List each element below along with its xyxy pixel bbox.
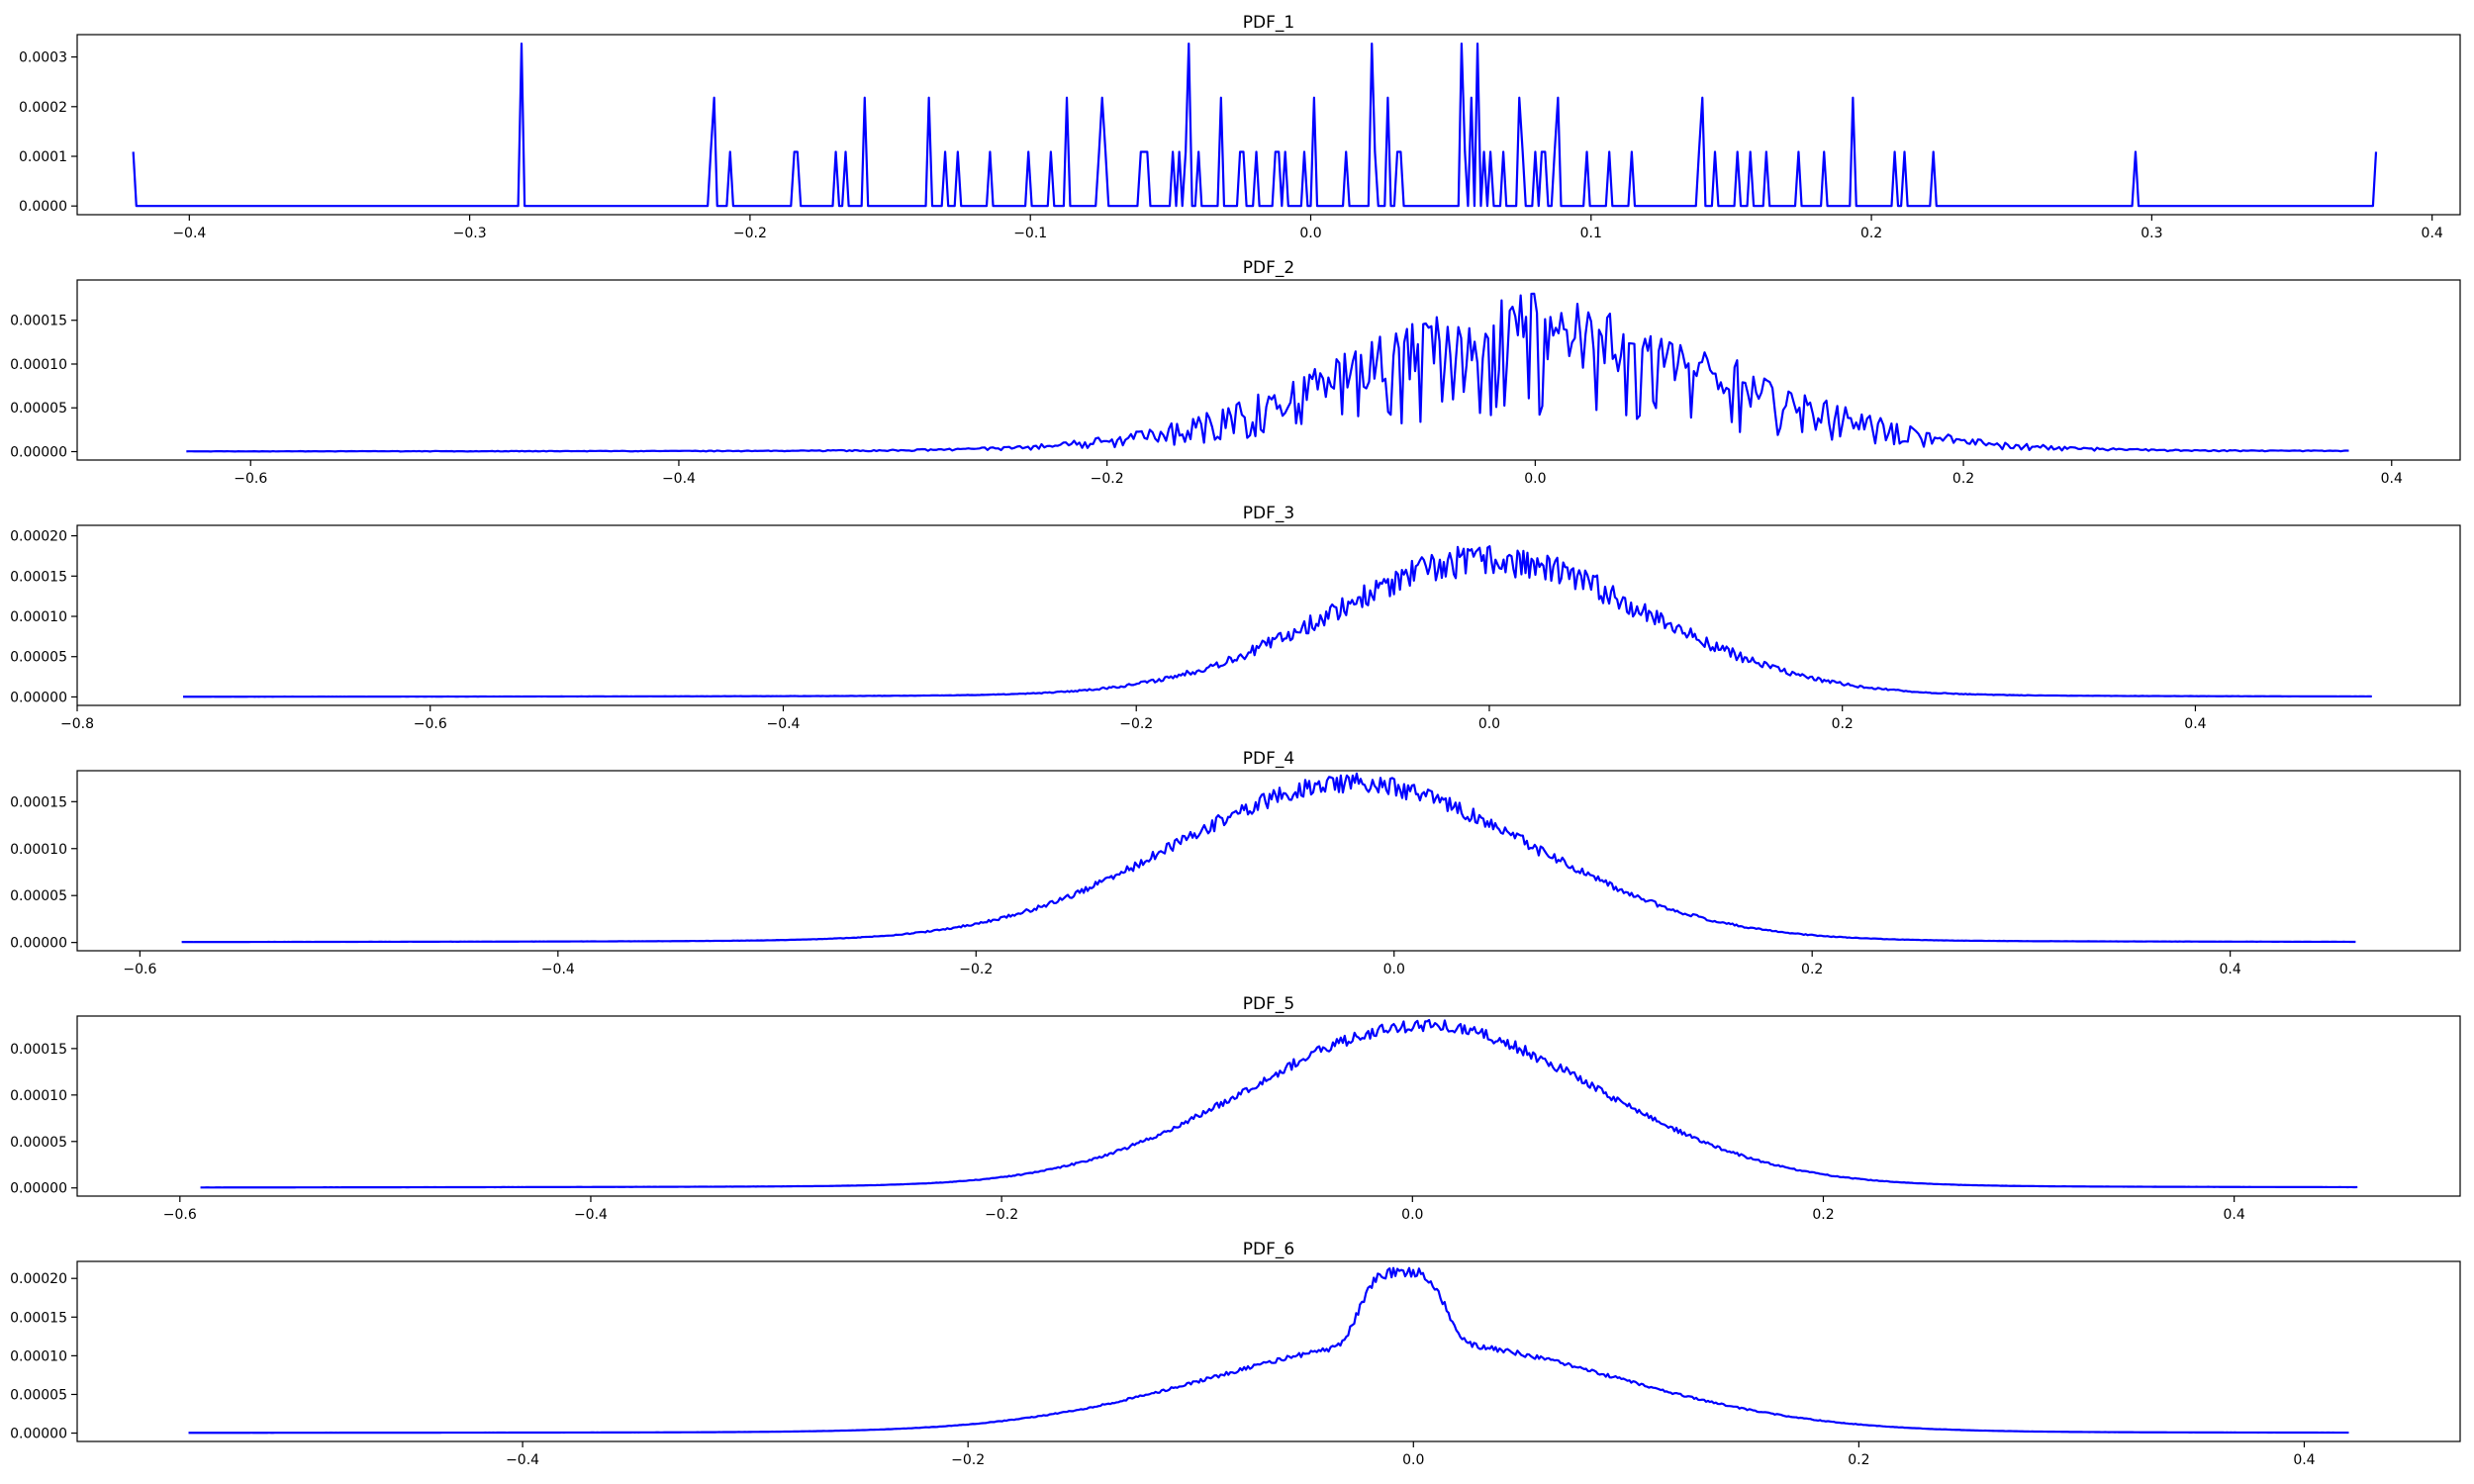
x-tick-label: −0.6 — [234, 471, 267, 487]
chart-title: PDF_1 — [1243, 13, 1294, 33]
x-tick-label: 0.1 — [1580, 226, 1602, 241]
subplot-6: PDF_6 −0.4 −0.2 0.0 0.2 0.4 0.00000 0.00005 0.00… — [10, 1240, 2461, 1468]
plot-frame — [76, 34, 2461, 216]
x-tick-label: −0.6 — [414, 716, 447, 732]
x-tick-label: −0.6 — [163, 1207, 197, 1223]
subplot-3: PDF_3 −0.8 −0.6 −0.4 −0.2 0.0 0.2 0.4 0.00000 0.0… — [10, 504, 2461, 732]
series-line — [132, 42, 2378, 208]
y-tick-label: 0.00010 — [10, 1088, 67, 1104]
chart-title: PDF_6 — [1243, 1240, 1294, 1259]
x-tick-label: −0.4 — [766, 716, 800, 732]
plot-frame — [76, 770, 2461, 952]
x-tick-label: 0.2 — [1952, 471, 1974, 487]
subplot-1: PDF_1 −0.4 −0.3 −0.2 −0.1 0.0 0.1 0.2 0.3 0.4 0.00… — [19, 13, 2461, 241]
x-tick-label: −0.2 — [951, 1452, 985, 1468]
y-tick-label: 0.00015 — [10, 569, 67, 585]
x-tick-label: 0.2 — [1832, 716, 1854, 732]
x-tick-label: −0.2 — [1091, 471, 1124, 487]
x-tick-label: 0.4 — [2184, 716, 2206, 732]
x-tick-label: 0.4 — [2422, 226, 2443, 241]
y-tick-label: 0.00020 — [10, 529, 67, 545]
y-tick-label: 0.0002 — [19, 100, 67, 116]
x-tick-label: 0.2 — [1848, 1452, 1869, 1468]
y-tick-label: 0.00000 — [10, 1181, 67, 1197]
x-tick-label: 0.0 — [1402, 1452, 1424, 1468]
x-tick-label: 0.2 — [1860, 226, 1882, 241]
x-tick-label: 0.4 — [2381, 471, 2403, 487]
series-line — [183, 545, 2372, 698]
y-tick-label: 0.00005 — [10, 650, 67, 666]
series-line — [186, 292, 2349, 453]
x-tick-label: −0.2 — [959, 962, 993, 977]
x-tick-label: 0.4 — [2293, 1452, 2315, 1468]
x-tick-label: 0.3 — [2141, 226, 2162, 241]
x-tick-label: 0.0 — [1401, 1207, 1423, 1223]
y-tick-label: 0.00010 — [10, 1348, 67, 1364]
x-tick-label: 0.4 — [2220, 962, 2241, 977]
subplot-5: PDF_5 −0.6 −0.4 −0.2 0.0 0.2 0.4 0.00000 0.00005… — [10, 994, 2461, 1223]
y-tick-label: 0.0000 — [19, 199, 67, 215]
x-tick-label: 0.4 — [2224, 1207, 2245, 1223]
x-tick-label: −0.4 — [172, 226, 206, 241]
y-tick-label: 0.0003 — [19, 50, 67, 66]
x-tick-label: −0.3 — [453, 226, 487, 241]
y-tick-label: 0.00000 — [10, 936, 67, 952]
y-tick-label: 0.00015 — [10, 314, 67, 329]
series-line — [200, 1018, 2358, 1189]
x-tick-label: −0.2 — [733, 226, 767, 241]
y-tick-label: 0.00000 — [10, 445, 67, 461]
y-tick-label: 0.00000 — [10, 1427, 67, 1442]
plot-frame — [76, 1260, 2461, 1442]
y-tick-label: 0.00005 — [10, 1387, 67, 1403]
x-tick-label: 0.2 — [1801, 962, 1823, 977]
x-tick-label: −0.8 — [60, 716, 94, 732]
y-tick-label: 0.00015 — [10, 1042, 67, 1058]
plot-frame — [76, 524, 2461, 706]
chart-title: PDF_3 — [1243, 504, 1294, 523]
x-tick-label: −0.4 — [541, 962, 575, 977]
y-tick-label: 0.00010 — [10, 357, 67, 373]
y-tick-label: 0.00010 — [10, 842, 67, 858]
plot-frame — [76, 1015, 2461, 1197]
x-tick-label: −0.4 — [662, 471, 696, 487]
y-tick-label: 0.00005 — [10, 1135, 67, 1151]
x-tick-label: 0.0 — [1299, 226, 1321, 241]
x-tick-label: −0.1 — [1013, 226, 1047, 241]
x-tick-label: −0.2 — [1119, 716, 1153, 732]
x-tick-label: 0.0 — [1524, 471, 1546, 487]
x-tick-label: −0.2 — [985, 1207, 1018, 1223]
y-tick-label: 0.0001 — [19, 149, 67, 165]
y-tick-label: 0.00015 — [10, 1310, 67, 1326]
x-tick-label: 0.0 — [1383, 962, 1405, 977]
series-line — [188, 1266, 2349, 1435]
x-tick-label: −0.4 — [506, 1452, 539, 1468]
chart-title: PDF_5 — [1243, 994, 1294, 1014]
x-tick-label: 0.2 — [1812, 1207, 1834, 1223]
y-tick-label: 0.00005 — [10, 888, 67, 904]
subplot-4: PDF_4 −0.6 −0.4 −0.2 0.0 0.2 0.4 0.00000 0.00005… — [10, 749, 2461, 977]
x-tick-label: 0.0 — [1478, 716, 1500, 732]
y-tick-label: 0.00015 — [10, 794, 67, 810]
y-tick-label: 0.00000 — [10, 690, 67, 705]
subplot-2: PDF_2 −0.6 −0.4 −0.2 0.0 0.2 0.4 0.00000 0.00005… — [10, 258, 2461, 487]
chart-title: PDF_2 — [1243, 258, 1294, 278]
plot-frame — [76, 279, 2461, 461]
y-tick-label: 0.00010 — [10, 609, 67, 625]
x-tick-label: −0.4 — [574, 1207, 608, 1223]
y-tick-label: 0.00020 — [10, 1271, 67, 1287]
y-tick-label: 0.00005 — [10, 401, 67, 417]
x-tick-label: −0.6 — [123, 962, 156, 977]
chart-title: PDF_4 — [1243, 749, 1294, 769]
series-line — [181, 772, 2356, 944]
